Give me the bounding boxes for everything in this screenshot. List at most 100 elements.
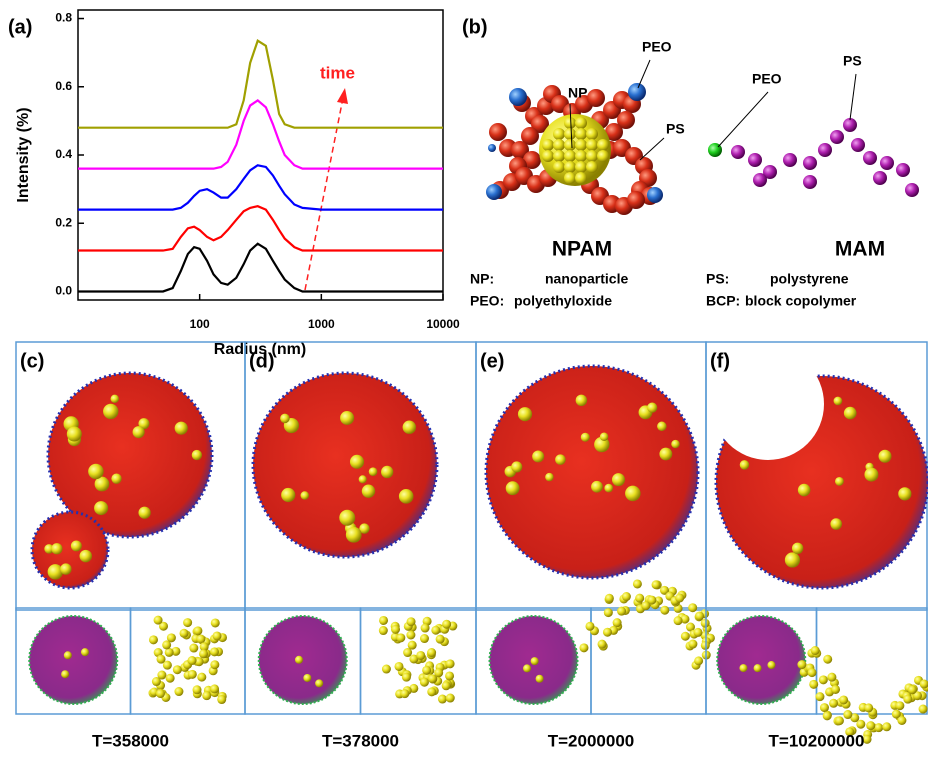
bead bbox=[827, 672, 837, 682]
bead bbox=[359, 523, 370, 534]
bead bbox=[918, 704, 928, 714]
bead bbox=[403, 648, 413, 658]
bead bbox=[586, 161, 598, 173]
legend-text: block copolymer bbox=[745, 293, 857, 309]
callout: PS bbox=[666, 121, 685, 137]
bead bbox=[895, 701, 905, 711]
bead bbox=[94, 476, 110, 492]
bead bbox=[575, 172, 587, 184]
bead bbox=[905, 183, 919, 197]
bead bbox=[767, 661, 776, 670]
bead bbox=[784, 552, 801, 568]
bead bbox=[361, 484, 376, 498]
bead bbox=[427, 687, 437, 697]
bead bbox=[903, 694, 913, 704]
bead bbox=[763, 165, 777, 179]
bead bbox=[523, 664, 532, 673]
bead bbox=[199, 649, 209, 659]
bead bbox=[748, 153, 762, 167]
bead bbox=[831, 684, 841, 694]
bead bbox=[435, 634, 445, 644]
bead bbox=[585, 621, 595, 631]
y-tick-label: 0.6 bbox=[55, 79, 72, 93]
bead bbox=[196, 634, 206, 644]
bead bbox=[564, 161, 576, 173]
bead bbox=[420, 623, 430, 633]
bead bbox=[349, 454, 365, 469]
legend-key: PEO: bbox=[470, 293, 504, 309]
panel-label: (b) bbox=[462, 16, 488, 38]
bead bbox=[597, 639, 607, 649]
bead bbox=[739, 664, 748, 673]
bead bbox=[587, 89, 605, 107]
bead bbox=[210, 647, 220, 657]
bead bbox=[575, 150, 587, 162]
bead bbox=[605, 123, 623, 141]
legend-text: nanoparticle bbox=[545, 271, 628, 287]
x-tick-label: 100 bbox=[190, 317, 210, 331]
bead bbox=[406, 630, 416, 640]
bead bbox=[850, 713, 860, 723]
bead bbox=[680, 631, 690, 641]
bead bbox=[294, 655, 303, 664]
bead bbox=[164, 647, 174, 657]
bead bbox=[830, 518, 842, 530]
bead bbox=[866, 721, 876, 731]
bead bbox=[531, 115, 549, 133]
plot-frame bbox=[77, 9, 444, 301]
bead bbox=[192, 685, 202, 695]
bead bbox=[603, 608, 613, 618]
callout: PS bbox=[843, 53, 862, 69]
bead bbox=[157, 670, 167, 680]
bead bbox=[818, 143, 832, 157]
bead bbox=[553, 161, 565, 173]
bead bbox=[148, 635, 158, 645]
bead bbox=[657, 421, 667, 432]
bead bbox=[138, 506, 151, 519]
snapshots: (c) T=358000 (d) T=378000 (e) T=2000000 (f) T=1… bbox=[15, 341, 928, 750]
bead bbox=[172, 665, 182, 675]
bead bbox=[61, 670, 70, 679]
bead bbox=[635, 593, 645, 603]
arrow-head bbox=[337, 88, 348, 104]
bead bbox=[680, 614, 690, 624]
panel-label: (f) bbox=[710, 350, 730, 372]
bead bbox=[545, 472, 554, 482]
bead bbox=[179, 628, 189, 638]
corona bbox=[488, 615, 579, 705]
bead bbox=[281, 487, 296, 503]
bead bbox=[818, 675, 828, 685]
series-line bbox=[78, 164, 443, 211]
bead bbox=[878, 449, 892, 463]
bead bbox=[822, 711, 832, 721]
bead bbox=[197, 672, 207, 682]
aggregate bbox=[32, 512, 108, 588]
bead bbox=[597, 150, 609, 162]
bead bbox=[396, 633, 406, 643]
bead bbox=[379, 615, 389, 625]
bead bbox=[564, 128, 576, 140]
bead bbox=[199, 642, 209, 652]
time-label: T=378000 bbox=[322, 731, 399, 750]
bead bbox=[564, 117, 576, 129]
bead bbox=[445, 693, 455, 703]
bead bbox=[202, 691, 212, 701]
corona bbox=[714, 374, 928, 590]
bead bbox=[111, 473, 122, 484]
bead bbox=[381, 664, 391, 674]
bead bbox=[599, 432, 609, 442]
bead bbox=[564, 150, 576, 162]
bead bbox=[422, 616, 432, 626]
corona bbox=[484, 364, 700, 580]
bead bbox=[753, 664, 762, 673]
bead bbox=[193, 626, 203, 636]
bead bbox=[280, 413, 290, 424]
bead bbox=[358, 475, 367, 484]
bead bbox=[839, 695, 849, 705]
bead bbox=[542, 139, 554, 151]
bead bbox=[340, 410, 355, 425]
bead bbox=[535, 674, 544, 683]
bead bbox=[575, 161, 587, 173]
bead bbox=[851, 138, 865, 152]
bead bbox=[66, 426, 82, 442]
